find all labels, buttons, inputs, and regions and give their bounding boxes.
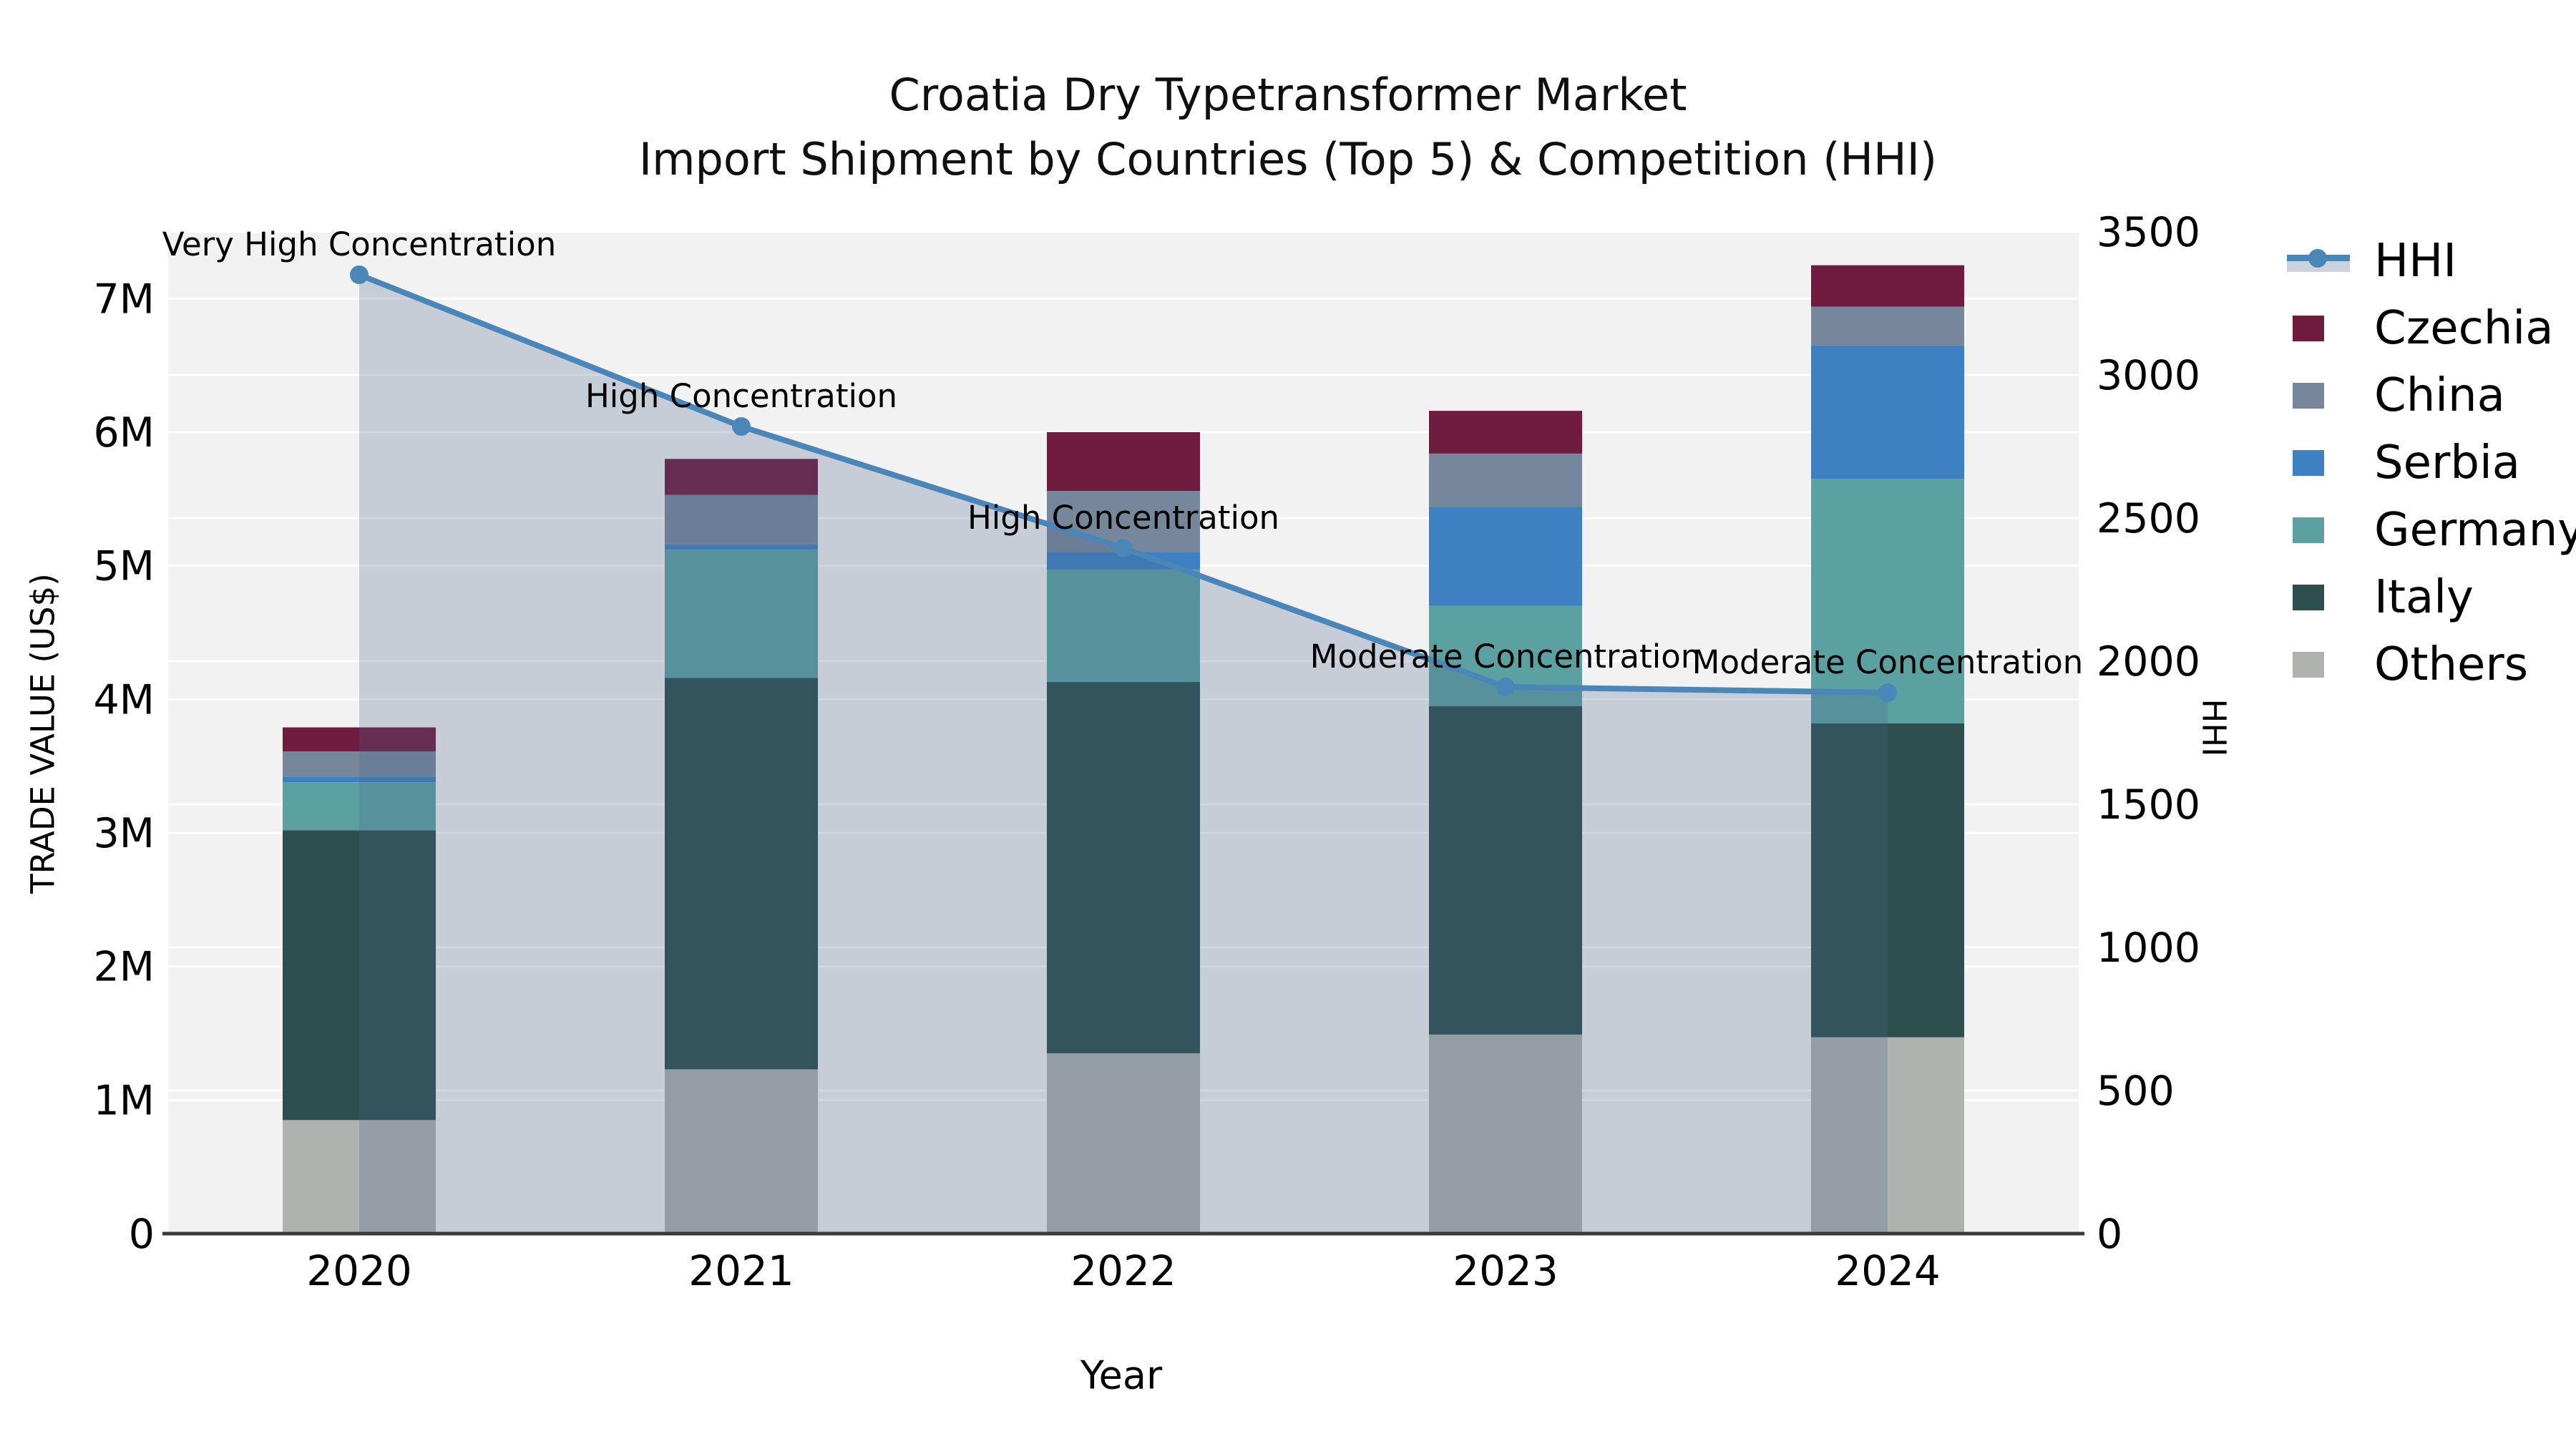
y-right-tick-1000: 1000: [2097, 924, 2200, 972]
legend-symbol-china: [2287, 383, 2353, 409]
hhi-marker-2023: [1496, 678, 1515, 696]
bar-segment-serbia-2020: [283, 776, 436, 783]
bar-segment-others-2020: [283, 1120, 436, 1234]
y-left-tick-3M: 3M: [94, 810, 155, 857]
legend-label-italy: Italy: [2374, 571, 2474, 624]
bar-segment-serbia-2023: [1429, 507, 1582, 606]
bar-segment-czechia-2024: [1811, 265, 1964, 307]
hhi-annotation-2020: Very High Concentration: [162, 225, 556, 263]
legend-swatch-serbia: [2293, 450, 2324, 476]
y-left-tick-5M: 5M: [94, 543, 155, 590]
legend-swatch-china: [2293, 383, 2324, 409]
legend-swatch-italy: [2293, 585, 2324, 610]
legend-symbol-others: [2287, 652, 2353, 678]
x-tick-2020: 2020: [306, 1246, 412, 1295]
y-axis-label-left: TRADE VALUE (US$): [24, 573, 62, 894]
legend-swatch-germany: [2293, 517, 2324, 543]
legend-item-italy: Italy: [2287, 564, 2576, 631]
x-tick-2024: 2024: [1835, 1246, 1941, 1295]
legend-item-germany: Germany: [2287, 497, 2576, 564]
y-right-tick-500: 500: [2097, 1068, 2175, 1115]
bar-segment-others-2024: [1811, 1037, 1964, 1234]
hhi-marker-2024: [1878, 683, 1897, 702]
y-right-tick-2500: 2500: [2097, 495, 2200, 542]
y-left-tick-4M: 4M: [94, 676, 155, 723]
chart-title-line1: Croatia Dry Typetransformer Market: [889, 69, 1687, 121]
y-left-tick-2M: 2M: [94, 944, 155, 991]
y-right-tick-0: 0: [2097, 1211, 2122, 1258]
hhi-marker-2020: [350, 265, 369, 284]
bar-segment-czechia-2022: [1047, 432, 1200, 492]
bar-segment-italy-2020: [283, 830, 436, 1121]
bar-segment-germany-2020: [283, 782, 436, 831]
legend-label-czechia: Czechia: [2374, 302, 2554, 355]
bar-segment-germany-2021: [665, 550, 818, 678]
y-left-tick-1M: 1M: [94, 1077, 155, 1124]
bar-segment-germany-2024: [1811, 479, 1964, 723]
y-left-tick-7M: 7M: [94, 275, 155, 323]
y-right-tick-2000: 2000: [2097, 638, 2200, 686]
legend-symbol-germany: [2287, 517, 2353, 543]
bar-segment-czechia-2021: [665, 459, 818, 495]
hhi-annotation-2022: High Concentration: [967, 499, 1279, 537]
x-tick-2022: 2022: [1070, 1246, 1176, 1295]
y-right-tick-1500: 1500: [2097, 781, 2200, 829]
legend-swatch-czechia: [2293, 316, 2324, 341]
bar-segment-china-2024: [1811, 306, 1964, 346]
hhi-area-fill: [359, 275, 1888, 1234]
bar-segment-serbia-2021: [665, 544, 818, 550]
legend-symbol-italy: [2287, 585, 2353, 610]
bar-segment-germany-2022: [1047, 570, 1200, 683]
x-axis-label: Year: [1080, 1352, 1163, 1398]
bar-segment-others-2021: [665, 1069, 818, 1234]
hhi-annotation-2023: Moderate Concentration: [1310, 638, 1702, 675]
chart-title-line2: Import Shipment by Countries (Top 5) & C…: [638, 133, 1938, 185]
bar-segment-italy-2024: [1811, 723, 1964, 1038]
legend-symbol-czechia: [2287, 316, 2353, 341]
x-tick-2021: 2021: [688, 1246, 794, 1295]
legend-symbol-hhi: [2287, 249, 2353, 272]
legend-item-others: Others: [2287, 631, 2576, 698]
bar-segment-czechia-2020: [283, 727, 436, 752]
bar-segment-china-2020: [283, 751, 436, 777]
bar-segment-others-2023: [1429, 1034, 1582, 1234]
hhi-annotation-2021: High Concentration: [585, 377, 897, 415]
chart-title: Croatia Dry Typetransformer Market Impor…: [0, 63, 2576, 192]
legend-item-china: China: [2287, 362, 2576, 429]
hhi-annotation-2024: Moderate Concentration: [1692, 643, 2084, 681]
legend-item-serbia: Serbia: [2287, 429, 2576, 497]
bar-segment-italy-2021: [665, 678, 818, 1070]
legend-label-others: Others: [2374, 638, 2529, 691]
hhi-marker-2022: [1114, 539, 1133, 557]
y-axis-label-right: HHI: [2195, 698, 2233, 757]
hhi-line-icon: [2287, 249, 2350, 272]
legend-label-hhi: HHI: [2374, 235, 2457, 288]
x-tick-2023: 2023: [1453, 1246, 1558, 1295]
legend-label-germany: Germany: [2374, 504, 2576, 557]
bar-segment-others-2022: [1047, 1053, 1200, 1234]
bar-segment-china-2023: [1429, 453, 1582, 507]
bar-segment-china-2021: [665, 494, 818, 545]
legend-label-china: China: [2374, 369, 2505, 422]
legend-symbol-serbia: [2287, 450, 2353, 476]
y-right-tick-3500: 3500: [2097, 209, 2200, 256]
y-left-tick-6M: 6M: [94, 409, 155, 457]
bar-segment-italy-2023: [1429, 706, 1582, 1035]
bar-segment-italy-2022: [1047, 682, 1200, 1053]
legend-item-czechia: Czechia: [2287, 295, 2576, 362]
y-left-tick-0: 0: [129, 1211, 155, 1258]
legend-label-serbia: Serbia: [2374, 436, 2520, 489]
bar-segment-czechia-2023: [1429, 411, 1582, 454]
y-right-tick-3000: 3000: [2097, 352, 2200, 399]
bar-segment-serbia-2024: [1811, 345, 1964, 479]
legend-swatch-others: [2293, 652, 2324, 678]
legend: HHI Czechia China Serbia Germany Italy Others: [2287, 228, 2576, 698]
legend-item-hhi: HHI: [2287, 228, 2576, 295]
hhi-marker-2021: [732, 417, 751, 436]
